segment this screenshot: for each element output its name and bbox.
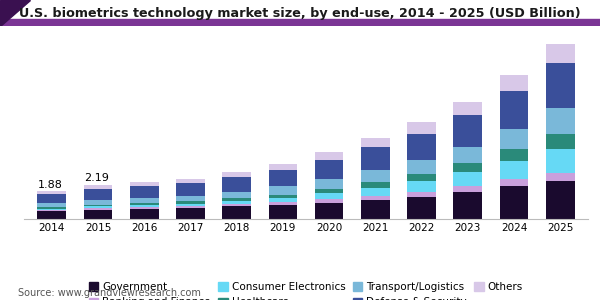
Bar — [176, 196, 205, 202]
Bar — [223, 177, 251, 192]
Bar — [500, 91, 529, 129]
Bar — [454, 186, 482, 192]
Bar — [269, 198, 297, 202]
Bar — [223, 199, 251, 202]
Bar — [269, 164, 297, 170]
Polygon shape — [0, 0, 30, 26]
Bar — [37, 194, 66, 203]
Bar — [269, 202, 297, 205]
Bar — [176, 179, 205, 183]
Bar — [315, 179, 343, 189]
Bar — [176, 208, 205, 219]
Legend: Government, Banking and Finance, Consumer Electronics, Healthcare, Transport/Log: Government, Banking and Finance, Consume… — [89, 282, 523, 300]
Bar — [500, 129, 529, 149]
Bar — [361, 147, 389, 170]
Bar — [454, 146, 482, 163]
Bar — [223, 172, 251, 177]
Bar — [223, 202, 251, 204]
Bar — [130, 182, 158, 186]
Bar — [500, 149, 529, 161]
Bar — [546, 44, 575, 63]
Text: Source: www.grandviewresearch.com: Source: www.grandviewresearch.com — [18, 289, 201, 298]
Text: 2.19: 2.19 — [84, 173, 109, 183]
Bar — [407, 122, 436, 134]
Bar — [269, 195, 297, 198]
Bar — [315, 194, 343, 200]
Bar — [315, 160, 343, 179]
Bar — [130, 207, 158, 209]
Bar — [37, 209, 66, 210]
Bar — [407, 160, 436, 174]
Bar — [546, 148, 575, 173]
Bar — [83, 185, 112, 189]
Bar — [37, 203, 66, 207]
Bar — [176, 202, 205, 204]
Bar — [83, 208, 112, 210]
Bar — [176, 183, 205, 196]
Bar — [37, 207, 66, 209]
Bar — [37, 211, 66, 219]
Bar — [130, 209, 158, 219]
Text: U.S. biometrics technology market size, by end-use, 2014 - 2025 (USD Billion): U.S. biometrics technology market size, … — [19, 8, 581, 20]
Bar — [269, 186, 297, 195]
Bar — [176, 206, 205, 208]
Bar — [83, 210, 112, 219]
Bar — [269, 170, 297, 186]
Bar — [130, 203, 158, 205]
Bar — [407, 134, 436, 160]
Bar — [130, 205, 158, 207]
Bar — [361, 170, 389, 182]
Bar — [130, 186, 158, 198]
Bar — [223, 192, 251, 199]
Bar — [407, 197, 436, 219]
Bar — [361, 188, 389, 196]
Bar — [361, 138, 389, 147]
Bar — [500, 179, 529, 186]
Bar — [407, 181, 436, 192]
Bar — [454, 192, 482, 219]
Bar — [500, 75, 529, 91]
Bar — [454, 163, 482, 172]
Bar — [546, 182, 575, 219]
Bar — [500, 186, 529, 219]
Bar — [176, 204, 205, 206]
Bar — [37, 191, 66, 194]
Bar — [83, 206, 112, 208]
Bar — [454, 115, 482, 146]
Bar — [500, 161, 529, 179]
Bar — [315, 202, 343, 219]
Bar — [454, 102, 482, 115]
Bar — [454, 172, 482, 186]
Bar — [37, 210, 66, 211]
Bar — [315, 152, 343, 160]
Bar — [546, 134, 575, 148]
Bar — [0, 20, 600, 26]
Bar — [546, 108, 575, 134]
Bar — [130, 198, 158, 203]
Bar — [223, 204, 251, 206]
Bar — [546, 63, 575, 108]
Bar — [407, 192, 436, 197]
Bar — [315, 189, 343, 194]
Text: 1.88: 1.88 — [38, 180, 63, 190]
Bar — [361, 200, 389, 219]
Bar — [407, 174, 436, 181]
Bar — [361, 196, 389, 200]
Bar — [269, 205, 297, 219]
Bar — [83, 200, 112, 205]
Bar — [361, 182, 389, 188]
Bar — [223, 206, 251, 219]
Bar — [83, 189, 112, 200]
Bar — [83, 205, 112, 206]
Bar — [315, 200, 343, 202]
Bar — [546, 173, 575, 182]
